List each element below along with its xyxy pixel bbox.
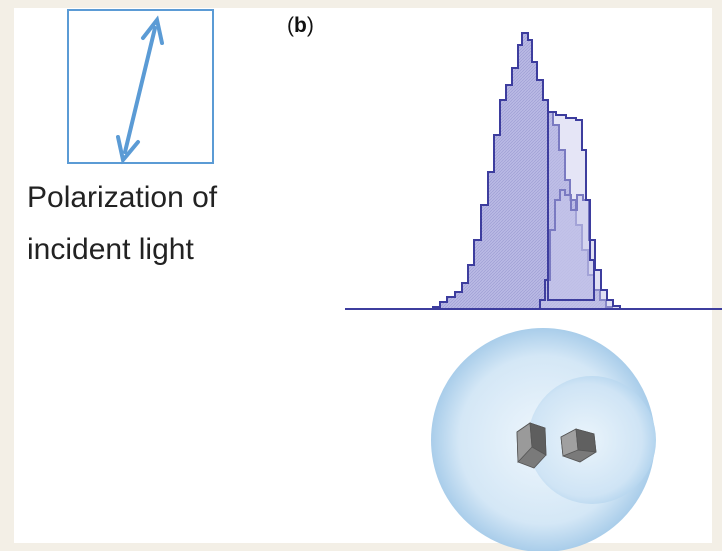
- polarization-arrow: [116, 15, 164, 165]
- caption-line: Polarization of: [27, 181, 218, 214]
- panel-label-part: (: [287, 14, 294, 37]
- caption-line: incident light: [27, 233, 194, 266]
- panel-label: (b): [287, 14, 314, 37]
- panel-label-part: ): [307, 14, 314, 37]
- histogram: [345, 32, 722, 310]
- polarization-box: [67, 9, 214, 164]
- panel-label-part: b: [294, 14, 307, 37]
- particle-illustration: [431, 328, 656, 551]
